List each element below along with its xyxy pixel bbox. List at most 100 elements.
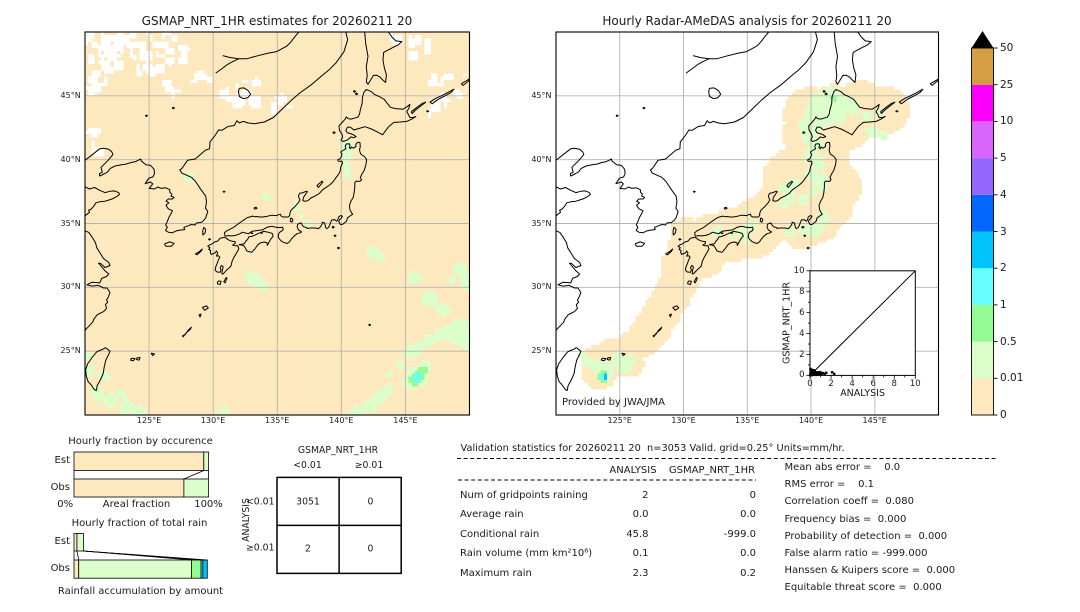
left-lon-tick-140e: 140°E xyxy=(329,416,354,426)
left-lon-tick-130e: 130°E xyxy=(200,416,226,426)
contingency-table xyxy=(276,476,402,575)
right-map-frame xyxy=(555,31,940,416)
inset-xtick-4: 4 xyxy=(849,379,855,389)
contingency-value-false: 0 xyxy=(367,495,374,507)
stats-row-label-average: Average rain xyxy=(460,509,524,520)
left-map-coastlines xyxy=(85,32,470,391)
stats-score-correlation: Correlation coeff = 0.080 xyxy=(784,496,915,507)
contingency-col-group: GSMAP_NRT_1HR xyxy=(297,445,379,457)
stats-analysis-gridpoints: 2 xyxy=(642,489,649,501)
occurrence-chart-title: Hourly fraction by occurence xyxy=(68,436,213,448)
inset-ytick-2: 2 xyxy=(799,349,805,360)
credit-text: Provided by JWA/JMA xyxy=(562,396,665,408)
contingency-row-group-svg: ANALYSIS xyxy=(241,498,252,542)
colorbar-label-3: 3 xyxy=(1000,225,1007,238)
inset-ytick-4: 4 xyxy=(799,328,805,339)
inset-xlabel: ANALYSIS xyxy=(840,387,885,399)
right-lon-tick-130e: 130°E xyxy=(671,416,696,426)
right-lon-tick-135e: 135°E xyxy=(735,416,760,426)
stats-title: Validation statistics for 20260211 20 n=… xyxy=(460,443,845,455)
colorbar-label-0p01: 0.01 xyxy=(1000,372,1024,385)
left-lat-tick-30n: 30°N xyxy=(60,282,81,292)
right-lat-tick-30n: 30°N xyxy=(531,282,552,292)
inset-ytick-6: 6 xyxy=(799,307,805,318)
stats-score-ets: Equitable threat score = 0.000 xyxy=(784,581,942,593)
colorbar-label-10: 10 xyxy=(1000,115,1014,128)
colorbar-label-0: 0 xyxy=(1000,408,1007,421)
stats-score-far: False alarm ratio = -999.000 xyxy=(784,547,928,559)
inset-xtick-10: 10 xyxy=(909,379,921,389)
colorbar-label-50: 50 xyxy=(1000,41,1014,54)
stats-rules xyxy=(457,457,996,481)
right-lon-tick-140e: 140°E xyxy=(798,416,824,426)
colorbar xyxy=(971,31,998,416)
contingency-row-label-ge: ≥0.01 xyxy=(246,542,275,554)
totalrain-chart-title: Hourly fraction of total rain xyxy=(71,518,208,529)
inset-xtick-0: 0 xyxy=(807,379,813,389)
left-lon-tick-125e: 125°E xyxy=(136,416,162,426)
colorbar-label-4: 4 xyxy=(1000,188,1007,201)
stats-gsmap-gridpoints: 0 xyxy=(749,489,756,501)
occurrence-x0-label: 0% xyxy=(57,499,74,511)
stats-analysis-average: 0.0 xyxy=(632,509,649,520)
stats-gsmap-average: 0.0 xyxy=(740,509,756,520)
right-lat-tick-45n: 45°N xyxy=(531,90,552,100)
stats-analysis-conditional: 45.8 xyxy=(626,528,649,540)
stats-score-pod: Probability of detection = 0.000 xyxy=(784,530,948,542)
left-lat-tick-35n: 35°N xyxy=(60,218,81,228)
right-lat-tick-40n: 40°N xyxy=(531,154,552,164)
occurrence-row-label-est: Est xyxy=(54,455,70,467)
occurrence-chart xyxy=(73,451,209,498)
contingency-col-label-ge: ≥0.01 xyxy=(354,460,384,471)
stats-row-label-volume: Rain volume (mm km²10⁶) xyxy=(460,548,593,559)
occurrence-x1-label: 100% xyxy=(194,499,223,511)
stats-row-label-gridpoints: Num of gridpoints raining xyxy=(460,489,588,501)
stats-score-hk: Hanssen & Kuipers score = 0.000 xyxy=(784,564,956,576)
totalrain-row-label-est: Est xyxy=(54,536,70,548)
occurrence-row-label-obs: Obs xyxy=(50,482,70,493)
totalrain-row-label-obs: Obs xyxy=(50,563,70,575)
left-lon-tick-135e: 135°E xyxy=(265,416,290,426)
inset-xtick-6: 6 xyxy=(870,379,876,389)
contingency-row-label-lt: <0.01 xyxy=(246,495,275,507)
left-lat-tick-45n: 45°N xyxy=(60,90,81,100)
left-map-frame xyxy=(84,31,471,416)
contingency-value-hit-dry: 3051 xyxy=(296,495,320,507)
stats-gsmap-volume: 0.0 xyxy=(740,548,756,559)
colorbar-label-5: 5 xyxy=(1000,151,1007,164)
right-map-title: Hourly Radar-AMeDAS analysis for 2026021… xyxy=(602,14,892,28)
stats-row-label-conditional: Conditional rain xyxy=(460,528,540,540)
inset-ylabel-svg: GSMAP_NRT_1HR xyxy=(782,282,793,364)
left-lat-tick-25n: 25°N xyxy=(60,346,81,356)
occurrence-xlabel: Areal fraction xyxy=(102,499,171,511)
contingency-row-group: ANALYSIS xyxy=(241,498,252,542)
right-map xyxy=(556,32,939,415)
stats-col-header-analysis: ANALYSIS xyxy=(609,464,657,476)
left-lat-tick-40n: 40°N xyxy=(60,154,81,164)
stats-score-mean-abs-error: Mean abs error = 0.0 xyxy=(784,462,901,473)
stats-col-header-gsmap: GSMAP_NRT_1HR xyxy=(668,464,756,476)
contingency-value-miss: 2 xyxy=(305,543,311,555)
colorbar-label-1: 1 xyxy=(1000,298,1007,311)
stats-score-rms-error: RMS error = 0.1 xyxy=(784,479,875,490)
right-lat-tick-25n: 25°N xyxy=(531,346,552,356)
inset-xtick-2: 2 xyxy=(828,379,834,389)
stats-gsmap-conditional: -999.0 xyxy=(723,528,756,540)
left-map-gridlines xyxy=(85,32,470,415)
contingency-col-label-lt: <0.01 xyxy=(293,460,322,471)
inset-ytick-0: 0 xyxy=(799,370,805,381)
right-lon-tick-145e: 145°E xyxy=(862,416,887,426)
left-lon-tick-145e: 145°E xyxy=(393,416,418,426)
inset-ylabel: GSMAP_NRT_1HR xyxy=(782,282,793,364)
stats-score-frequency-bias: Frequency bias = 0.000 xyxy=(784,513,907,525)
left-precip-cells xyxy=(85,32,470,415)
stats-analysis-maximum: 2.3 xyxy=(632,567,649,579)
colorbar-label-0p5: 0.5 xyxy=(1000,335,1017,348)
inset-scatter-plot xyxy=(806,270,916,379)
colorbar-label-2: 2 xyxy=(1000,261,1007,274)
colorbar-label-25: 25 xyxy=(1000,78,1014,91)
right-map-coastlines xyxy=(556,32,939,391)
stats-gsmap-maximum: 0.2 xyxy=(740,567,756,579)
